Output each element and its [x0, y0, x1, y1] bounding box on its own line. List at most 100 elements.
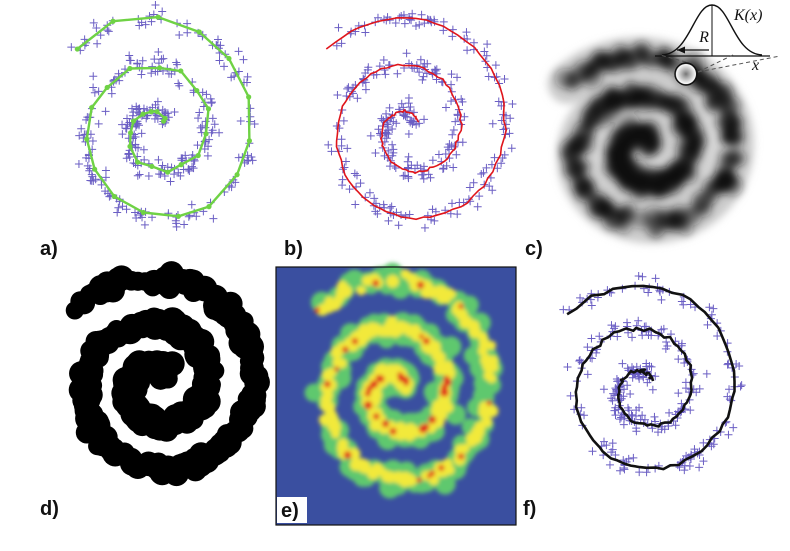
data-point — [147, 69, 156, 78]
data-point — [465, 183, 474, 192]
density-cell — [383, 320, 395, 331]
data-point — [732, 360, 741, 369]
data-point — [661, 344, 670, 353]
data-point — [141, 20, 150, 29]
density-cell — [382, 420, 390, 428]
data-point — [202, 90, 211, 99]
data-point — [243, 72, 252, 81]
data-point — [415, 20, 424, 29]
density-cell — [440, 388, 449, 397]
data-point — [203, 151, 212, 160]
density-cell — [395, 325, 405, 336]
density-cell — [486, 400, 492, 406]
data-point — [243, 157, 252, 166]
data-point — [198, 121, 207, 130]
polyline-node — [155, 14, 161, 20]
data-point — [431, 207, 440, 216]
data-point — [114, 203, 123, 212]
data-point — [150, 55, 159, 64]
data-point — [430, 65, 439, 74]
density-cell — [416, 477, 422, 483]
data-point — [209, 214, 218, 223]
data-point — [695, 463, 704, 472]
data-point — [370, 194, 379, 203]
data-point — [634, 316, 643, 325]
polyline-node — [246, 138, 253, 144]
data-point — [650, 412, 659, 421]
data-point — [118, 130, 127, 139]
data-point — [625, 406, 634, 415]
data-point — [482, 51, 491, 60]
black-skeleton-curve — [566, 284, 736, 471]
data-point — [686, 300, 695, 309]
data-point — [379, 56, 388, 65]
data-point — [611, 322, 620, 331]
density-blob — [656, 170, 672, 186]
data-point — [88, 172, 97, 181]
data-point — [469, 178, 478, 187]
region-blob — [112, 320, 136, 344]
data-point — [685, 461, 694, 470]
data-point — [158, 7, 167, 16]
data-point — [338, 181, 347, 190]
density-blob — [668, 98, 685, 115]
polyline-node — [140, 111, 146, 117]
data-point — [124, 149, 133, 158]
density-cell — [389, 427, 397, 435]
data-point — [174, 79, 183, 88]
data-point — [725, 385, 734, 394]
polyline-node — [111, 193, 117, 200]
density-cell — [372, 279, 380, 287]
data-point — [382, 109, 391, 118]
data-point — [430, 216, 439, 225]
data-point — [405, 106, 414, 115]
data-point — [677, 297, 686, 306]
data-point — [381, 128, 390, 137]
data-point — [133, 171, 142, 180]
data-point — [494, 97, 503, 106]
density-cell — [457, 453, 465, 460]
data-point — [420, 165, 429, 174]
data-point — [380, 65, 389, 74]
data-point — [737, 381, 746, 390]
density-cell — [470, 432, 483, 445]
density-blob — [721, 128, 739, 146]
data-point — [475, 192, 484, 201]
data-point — [507, 144, 516, 153]
data-point — [651, 372, 660, 381]
data-point — [180, 220, 189, 229]
panel-f — [559, 271, 746, 477]
kernel-window-circle — [674, 62, 698, 86]
data-point — [196, 123, 205, 132]
density-cell — [335, 287, 348, 300]
region-blob — [230, 400, 255, 425]
data-point — [391, 19, 400, 28]
kernel-inset: R K(x) x — [655, 4, 781, 86]
data-point — [611, 403, 620, 412]
density-blob — [696, 202, 712, 218]
data-point — [133, 59, 142, 68]
data-point — [352, 171, 361, 180]
data-point — [89, 18, 98, 27]
data-point — [583, 370, 592, 379]
data-point — [418, 75, 427, 84]
data-point — [660, 425, 669, 434]
data-point — [103, 26, 112, 35]
density-blob — [625, 173, 641, 189]
data-point — [207, 98, 216, 107]
data-point — [612, 375, 621, 384]
density-cell — [373, 413, 380, 420]
data-point — [713, 332, 722, 341]
data-point — [213, 35, 222, 44]
polyline-node — [165, 169, 171, 175]
density-cell — [348, 447, 361, 461]
data-point — [175, 30, 184, 39]
polyline-node — [127, 130, 134, 136]
polyline-node — [246, 94, 252, 100]
data-point — [92, 23, 101, 32]
region-blob — [176, 404, 200, 428]
data-point — [415, 68, 424, 77]
density-blob — [681, 168, 698, 184]
data-point — [613, 332, 622, 341]
